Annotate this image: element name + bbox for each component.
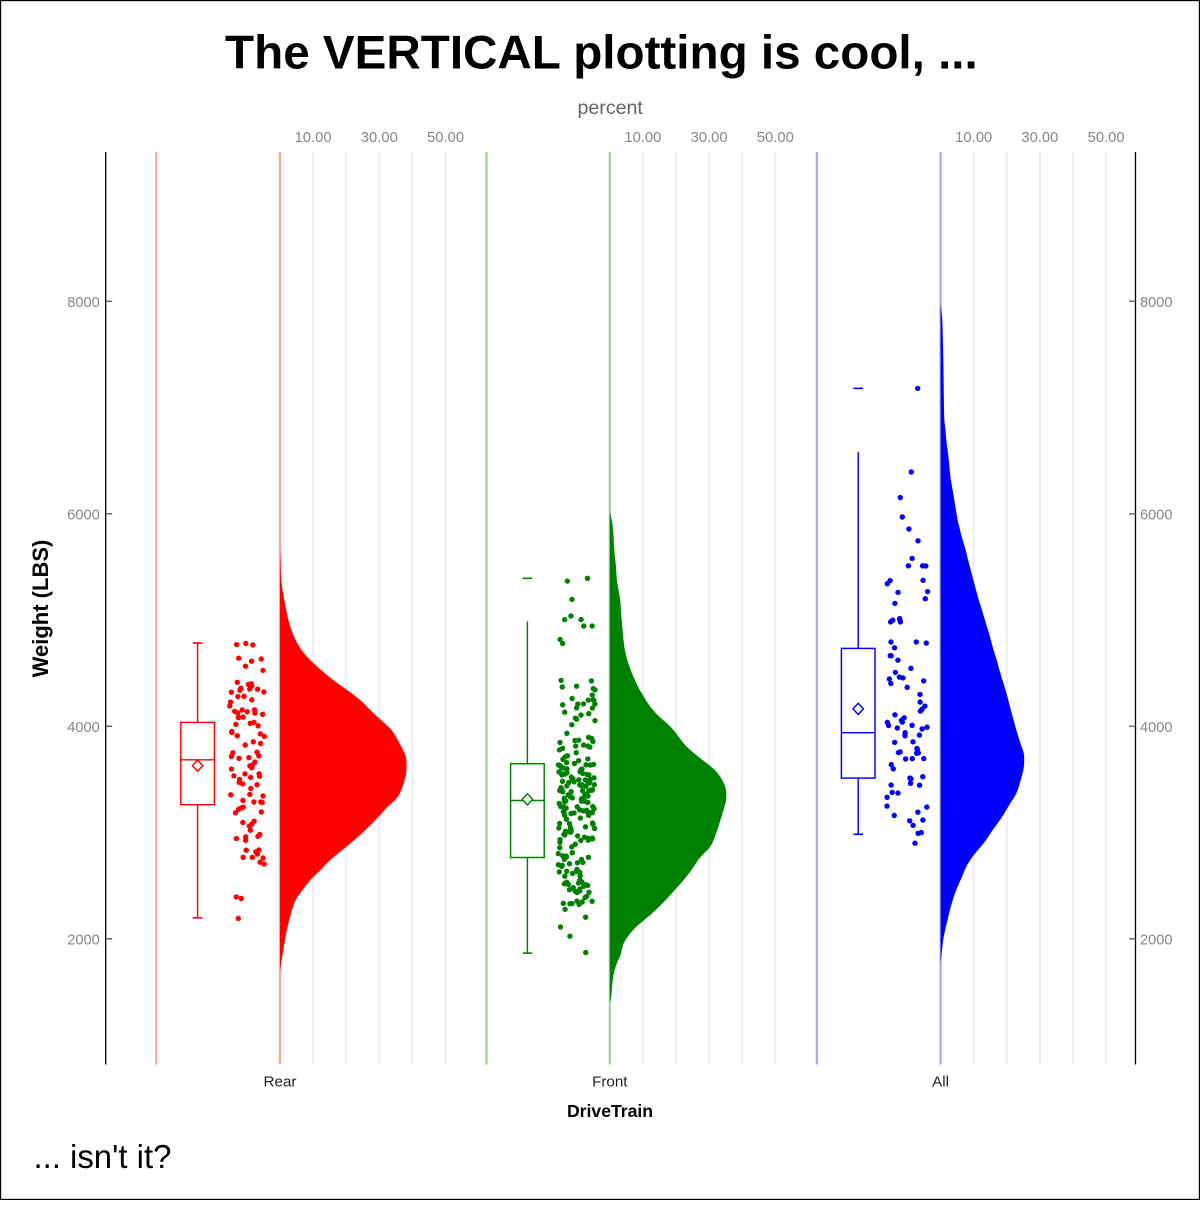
svg-text:2000: 2000 xyxy=(67,932,99,948)
svg-text:... isn't it?: ... isn't it? xyxy=(34,1138,172,1175)
svg-text:2000: 2000 xyxy=(1140,932,1172,948)
svg-text:50.00: 50.00 xyxy=(427,130,464,146)
svg-text:30.00: 30.00 xyxy=(361,130,398,146)
svg-text:50.00: 50.00 xyxy=(1088,130,1125,146)
svg-text:percent: percent xyxy=(578,97,644,119)
svg-text:Weight (LBS): Weight (LBS) xyxy=(28,540,53,678)
svg-text:The VERTICAL plotting is cool,: The VERTICAL plotting is cool, ... xyxy=(225,27,978,80)
svg-text:Rear: Rear xyxy=(264,1074,297,1091)
svg-text:30.00: 30.00 xyxy=(1021,130,1058,146)
svg-text:10.00: 10.00 xyxy=(624,130,661,146)
svg-text:DriveTrain: DriveTrain xyxy=(567,1101,653,1121)
svg-text:8000: 8000 xyxy=(1140,295,1172,311)
svg-text:6000: 6000 xyxy=(67,507,99,523)
svg-text:4000: 4000 xyxy=(67,720,99,736)
svg-text:30.00: 30.00 xyxy=(691,130,728,146)
svg-text:8000: 8000 xyxy=(67,295,99,311)
svg-text:10.00: 10.00 xyxy=(295,130,332,146)
svg-text:10.00: 10.00 xyxy=(955,130,992,146)
svg-text:Front: Front xyxy=(592,1074,628,1091)
svg-text:50.00: 50.00 xyxy=(757,130,794,146)
svg-text:4000: 4000 xyxy=(1140,720,1172,736)
svg-text:All: All xyxy=(932,1074,949,1091)
svg-text:6000: 6000 xyxy=(1140,507,1172,523)
